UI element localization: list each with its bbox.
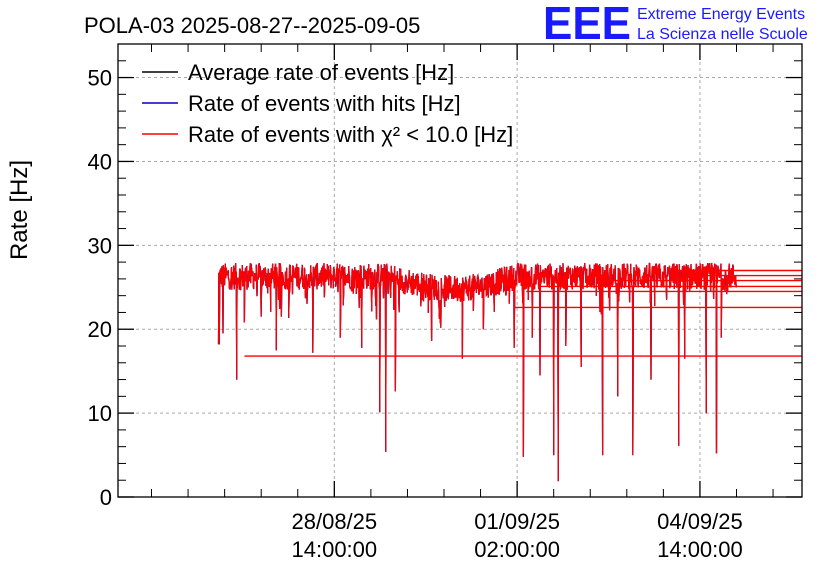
x-tick-label-time: 02:00:00 — [474, 537, 560, 562]
plot-frame — [117, 43, 803, 498]
y-tick-label: 40 — [88, 149, 112, 174]
legend: Average rate of events [Hz] Rate of even… — [142, 60, 513, 147]
series-line-0 — [217, 262, 738, 482]
y-tick-label: 10 — [88, 401, 112, 426]
legend-label-chi2: Rate of events with χ² < 10.0 [Hz] — [188, 122, 513, 147]
series-line-2 — [217, 262, 738, 482]
eee-logo-mark: EEE — [543, 0, 631, 49]
y-axis-label: Rate [Hz] — [6, 160, 33, 260]
series-line-1 — [217, 262, 738, 482]
legend-label-average: Average rate of events [Hz] — [188, 60, 454, 85]
axes — [117, 43, 803, 498]
y-tick-label: 50 — [88, 66, 112, 91]
y-axis: 0 10 20 30 40 50 — [88, 43, 802, 510]
eee-logo: EEE Extreme Energy Events La Scienza nel… — [543, 0, 808, 49]
y-tick-label: 0 — [100, 485, 112, 510]
logo-line-2: La Scienza nelle Scuole — [637, 26, 808, 43]
grid-lines — [118, 44, 802, 497]
x-tick-label-time: 14:00:00 — [657, 537, 743, 562]
series-layer — [217, 262, 802, 482]
x-tick-label-date: 01/09/25 — [474, 509, 560, 534]
x-tick-label-date: 28/08/25 — [292, 509, 378, 534]
y-tick-label: 20 — [88, 317, 112, 342]
chart-title: POLA-03 2025-08-27--2025-09-05 — [84, 13, 420, 38]
x-tick-label-time: 14:00:00 — [292, 537, 378, 562]
logo-line-1: Extreme Energy Events — [637, 6, 805, 23]
legend-label-hits: Rate of events with hits [Hz] — [188, 91, 461, 116]
x-axis: 28/08/25 14:00:00 01/09/25 02:00:00 04/09/25… — [151, 44, 774, 562]
y-tick-label: 30 — [88, 233, 112, 258]
x-tick-label-date: 04/09/25 — [657, 509, 743, 534]
